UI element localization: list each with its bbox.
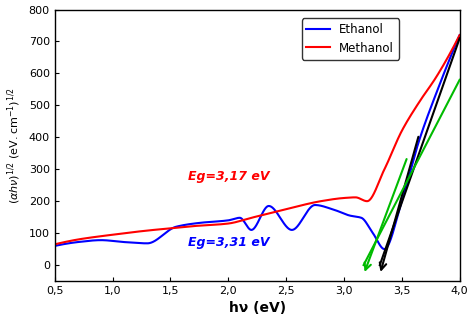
Methanol <box>73 238 78 242</box>
Ethanol <box>249 228 255 232</box>
Methanol <box>371 192 376 196</box>
Methanol <box>457 33 463 37</box>
Ethanol <box>445 61 451 65</box>
Y-axis label: $(\alpha h\nu)^{1/2}\ \mathrm{(eV.cm^{-1})^{1/2}}$: $(\alpha h\nu)^{1/2}\ \mathrm{(eV.cm^{-1… <box>6 87 23 204</box>
X-axis label: hν (eV): hν (eV) <box>228 301 286 316</box>
Methanol <box>445 55 451 59</box>
Ethanol <box>238 216 244 220</box>
Ethanol <box>52 244 57 248</box>
Methanol <box>238 219 244 223</box>
Text: Eg=3,17 eV: Eg=3,17 eV <box>188 170 269 183</box>
Ethanol <box>457 33 463 37</box>
Text: Eg=3,31 eV: Eg=3,31 eV <box>188 236 269 249</box>
Methanol <box>52 242 57 246</box>
Ethanol <box>371 232 376 236</box>
Ethanol <box>73 240 78 244</box>
Ethanol <box>445 62 451 65</box>
Ethanol <box>382 247 387 251</box>
Line: Methanol: Methanol <box>55 35 460 244</box>
Methanol <box>445 56 450 59</box>
Legend: Ethanol, Methanol: Ethanol, Methanol <box>301 18 399 59</box>
Line: Ethanol: Ethanol <box>55 35 460 249</box>
Methanol <box>249 216 255 220</box>
